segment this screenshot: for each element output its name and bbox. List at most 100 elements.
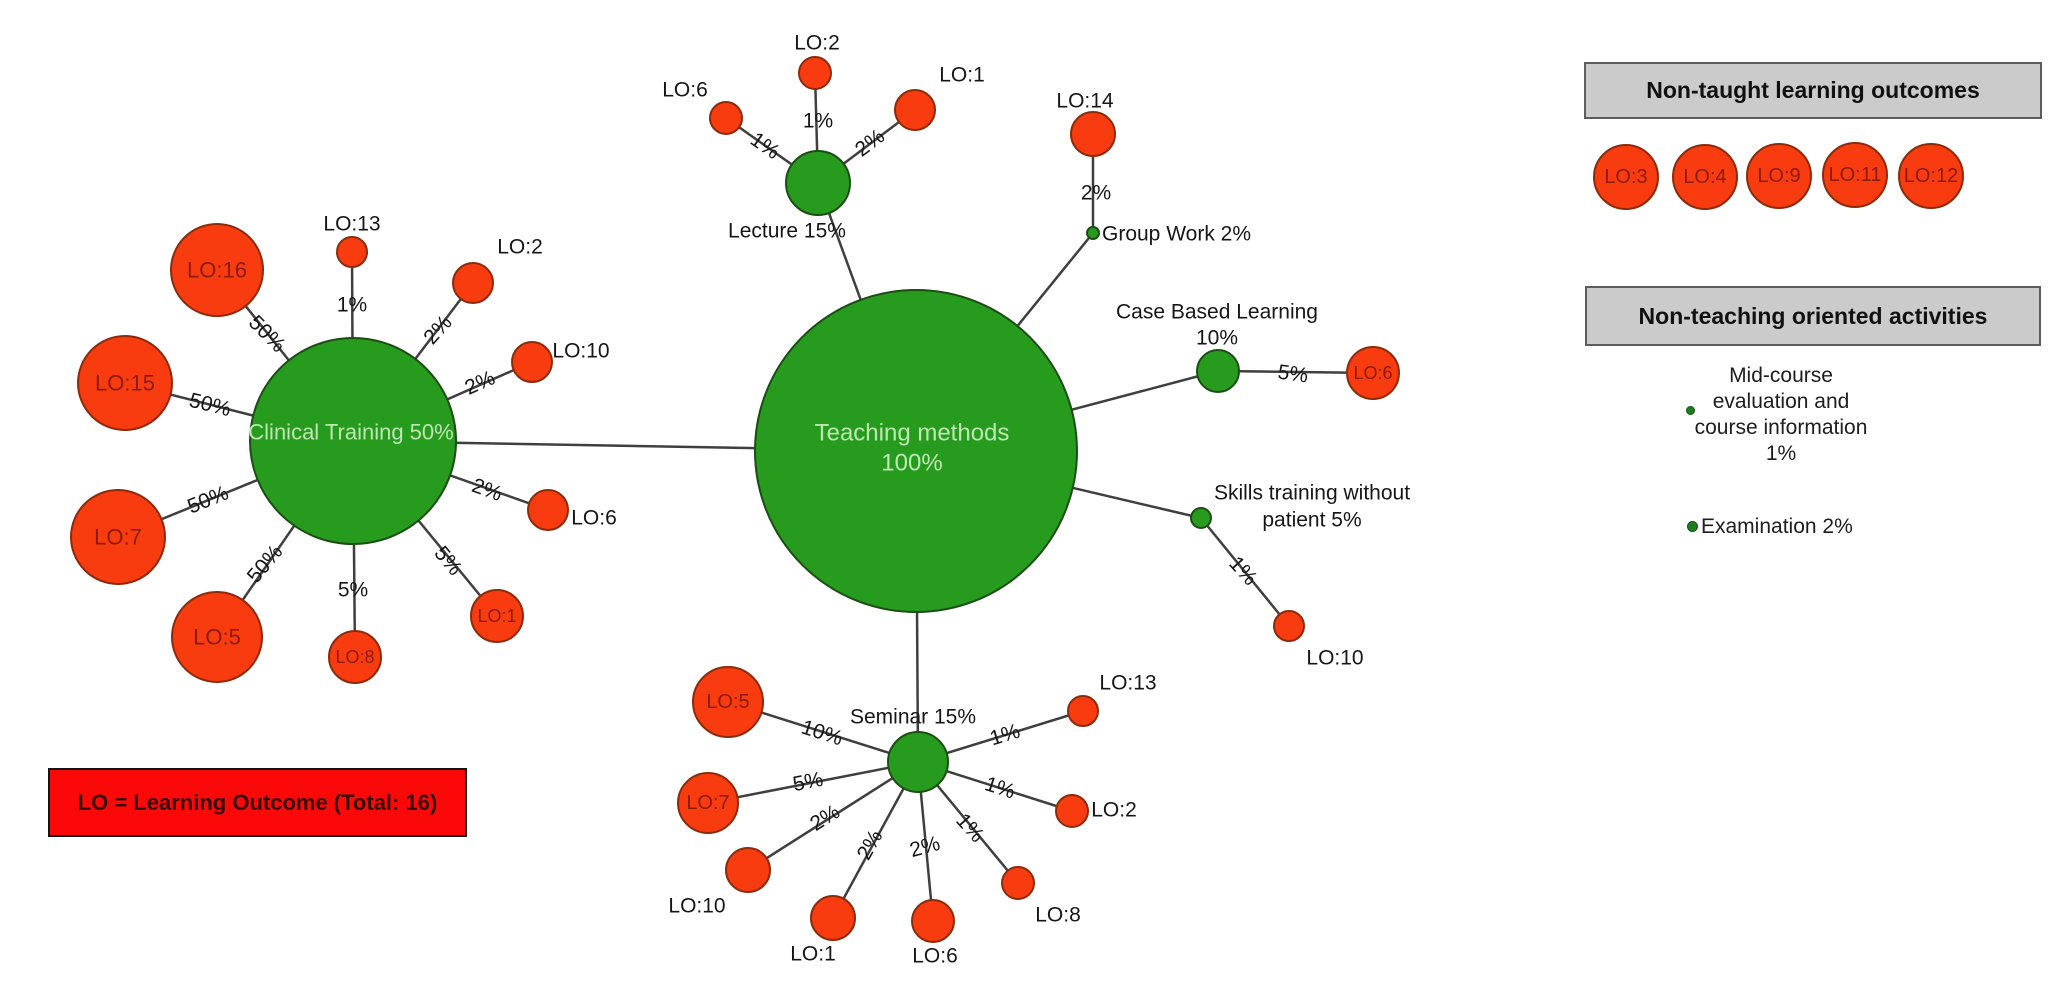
lo-node-lecture-lo-6: [709, 101, 743, 135]
examination-label: Examination 2%: [1701, 515, 1853, 538]
non-teaching-header: Non-teaching oriented activities: [1585, 286, 2041, 346]
lo-label-clinical-lo-7: LO:7: [94, 525, 142, 550]
lo-label-seminar-lo-2: LO:2: [1091, 799, 1137, 822]
lo-label-clinical-lo-2: LO:2: [497, 236, 543, 259]
hub-label-seminar-0: Seminar 15%: [850, 706, 976, 729]
pct-label-clinical-lo-13: 1%: [337, 294, 367, 317]
lo-label-seminar-lo-5: LO:5: [706, 691, 749, 713]
lo-node-clinical-lo-2: [452, 262, 494, 304]
edge-seminar-lo-10: [747, 760, 919, 872]
pct-label-seminar-lo-2: 1%: [982, 772, 1018, 803]
lo-node-seminar-lo-5: [692, 666, 764, 738]
lo-label-clinical-lo-5: LO:5: [193, 625, 241, 650]
lo-label-cbl-lo-6: LO:6: [1353, 363, 1392, 383]
lo-label-nontaught-lo-9: LO:9: [1757, 165, 1800, 187]
pct-label-clinical-lo-7: 50%: [184, 481, 232, 518]
lo-label-skills-lo-10: LO:10: [1306, 647, 1363, 670]
hub-label-teaching-1: 100%: [881, 450, 942, 477]
hub-label-skills-1: patient 5%: [1262, 509, 1361, 532]
pct-label-clinical-lo-15: 50%: [187, 389, 233, 421]
pct-label-seminar-lo-7: 5%: [791, 768, 825, 796]
lo-label-clinical-lo-16: LO:16: [187, 258, 247, 283]
pct-label-lecture-lo-6: 1%: [746, 128, 784, 164]
lo-label-seminar-lo-8: LO:8: [1035, 904, 1081, 927]
hub-label-cbl-1: 10%: [1196, 327, 1238, 350]
pct-label-seminar-lo-5: 10%: [798, 716, 845, 751]
lo-node-seminar-lo-10: [725, 847, 771, 893]
lo-label-clinical-lo-1: LO:1: [477, 606, 516, 626]
midcourse-line4: 1%: [1765, 442, 1797, 465]
lo-label-lecture-lo-6: LO:6: [662, 79, 708, 102]
lo-label-nontaught-lo-4: LO:4: [1683, 166, 1726, 188]
lo-node-nontaught-lo-12: [1898, 143, 1964, 209]
lo-label-nontaught-lo-11: LO:11: [1829, 164, 1882, 186]
non-taught-header: Non-taught learning outcomes: [1584, 62, 2042, 119]
lo-node-nontaught-lo-11: [1822, 142, 1888, 208]
pct-label-lecture-lo-1: 2%: [851, 125, 889, 162]
lo-label-seminar-lo-10: LO:10: [668, 895, 725, 918]
pct-label-clinical-lo-16: 50%: [244, 311, 290, 357]
midcourse-bullet-icon: [1686, 406, 1695, 415]
lo-label-seminar-lo-1: LO:1: [790, 943, 836, 966]
lo-node-seminar-lo-6: [911, 899, 955, 943]
lo-label-nontaught-lo-3: LO:3: [1604, 166, 1647, 188]
hub-clinical: [249, 337, 457, 545]
edge-skills-lo-10: [1200, 517, 1290, 627]
hub-label-skills-0: Skills training without: [1214, 482, 1410, 505]
pct-label-groupwork-lo-14: 2%: [1081, 182, 1111, 205]
lo-label-clinical-lo-8: LO:8: [335, 647, 374, 667]
pct-label-seminar-lo-13: 1%: [987, 720, 1023, 751]
hub-skills: [1190, 507, 1212, 529]
lo-node-cbl-lo-6: [1346, 346, 1400, 400]
legend-box: LO = Learning Outcome (Total: 16): [48, 768, 467, 837]
lo-node-clinical-lo-7: [70, 489, 166, 585]
lo-node-clinical-lo-15: [77, 335, 173, 431]
hub-seminar: [887, 731, 949, 793]
pct-label-clinical-lo-2: 2%: [419, 311, 456, 349]
pct-label-lecture-lo-2: 1%: [803, 110, 833, 133]
midcourse-label: Mid-course evaluation and course informa…: [1656, 363, 1906, 467]
hub-label-groupwork-0: Group Work 2%: [1102, 223, 1251, 246]
hub-label-clinical-0: Clinical Training 50%: [248, 420, 453, 445]
pct-label-clinical-lo-1: 5%: [429, 542, 466, 580]
lo-node-seminar-lo-2: [1055, 794, 1089, 828]
lo-label-lecture-lo-2: LO:2: [794, 32, 840, 55]
lo-label-seminar-lo-7: LO:7: [686, 792, 729, 814]
lo-label-seminar-lo-6: LO:6: [912, 945, 958, 968]
pct-label-clinical-lo-5: 50%: [243, 541, 288, 588]
examination-bullet-icon: [1687, 521, 1698, 532]
lo-node-skills-lo-10: [1273, 610, 1305, 642]
hub-label-teaching-0: Teaching methods: [815, 420, 1010, 447]
lo-label-nontaught-lo-12: LO:12: [1904, 165, 1958, 187]
lo-node-seminar-lo-1: [810, 895, 856, 941]
lo-node-clinical-lo-10: [511, 341, 553, 383]
lo-label-seminar-lo-13: LO:13: [1099, 672, 1156, 695]
pct-label-clinical-lo-8: 5%: [338, 579, 368, 602]
lo-label-lecture-lo-1: LO:1: [939, 64, 985, 87]
midcourse-line1: Mid-course: [1729, 364, 1833, 387]
lo-node-nontaught-lo-9: [1746, 143, 1812, 209]
lo-node-seminar-lo-8: [1001, 866, 1035, 900]
lo-node-seminar-lo-7: [677, 772, 739, 834]
lo-node-groupwork-lo-14: [1070, 111, 1116, 157]
midcourse-line3: course information: [1694, 416, 1868, 439]
lo-node-clinical-lo-1: [470, 589, 524, 643]
lo-label-clinical-lo-15: LO:15: [95, 371, 155, 396]
lo-node-seminar-lo-13: [1067, 695, 1099, 727]
hub-label-cbl-0: Case Based Learning: [1116, 301, 1318, 324]
lo-node-clinical-lo-6: [527, 489, 569, 531]
lo-label-clinical-lo-6: LO:6: [571, 507, 617, 530]
lo-label-clinical-lo-13: LO:13: [323, 213, 380, 236]
lo-node-nontaught-lo-4: [1672, 144, 1738, 210]
lo-node-lecture-lo-1: [894, 89, 936, 131]
lo-label-groupwork-lo-14: LO:14: [1056, 90, 1114, 113]
lo-label-clinical-lo-10: LO:10: [552, 340, 609, 363]
lo-node-lecture-lo-2: [798, 56, 832, 90]
lo-node-clinical-lo-5: [171, 591, 263, 683]
pct-label-seminar-lo-1: 2%: [853, 826, 888, 864]
hub-lecture: [785, 150, 851, 216]
lo-node-nontaught-lo-3: [1593, 144, 1659, 210]
hub-label-lecture-0: Lecture 15%: [728, 220, 846, 243]
